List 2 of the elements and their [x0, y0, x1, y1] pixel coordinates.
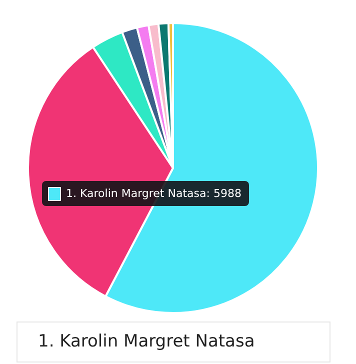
text: 1. Karolin Margret Natasa: 5988	[66, 187, 242, 200]
slice-label: 1. Karolin Margret Natasa	[38, 332, 255, 352]
